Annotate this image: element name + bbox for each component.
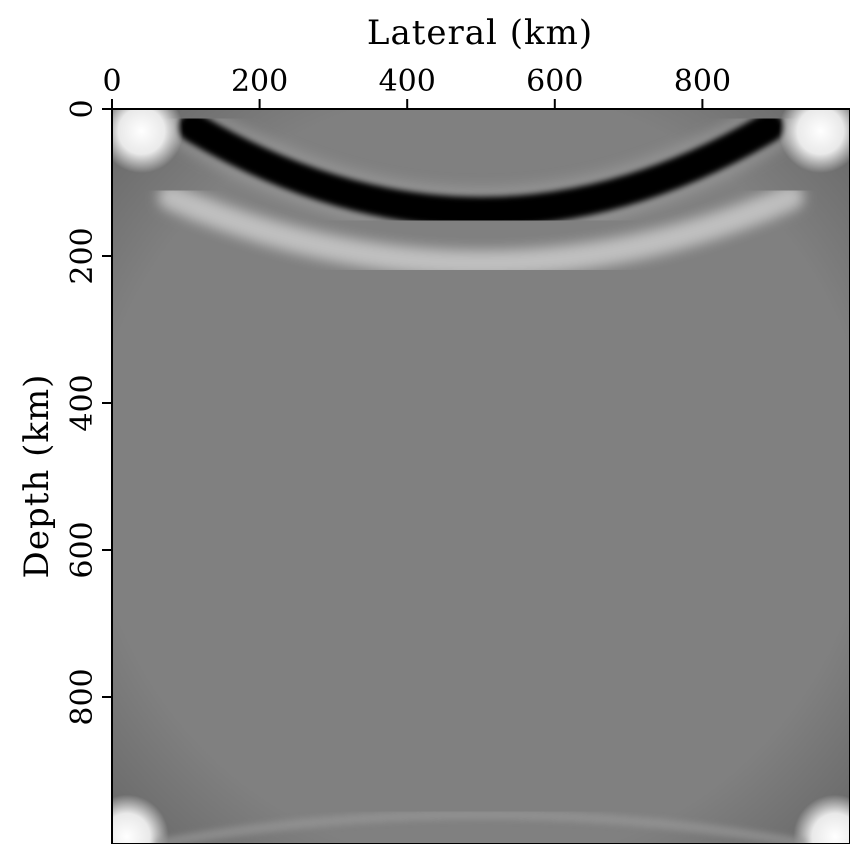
y-tick-label: 800: [65, 668, 100, 725]
y-axis-ticks: 0 200 400 600 800: [65, 99, 112, 726]
dark-wavefront-arc: [178, 112, 784, 227]
x-tick-label: 0: [102, 64, 121, 99]
bright-corner-spot: [778, 109, 850, 174]
x-axis-title: Lateral (km): [367, 13, 593, 53]
bright-corner-spot: [112, 794, 169, 844]
y-tick-label: 0: [65, 99, 100, 118]
faint-bottom-arc: [155, 809, 807, 844]
bright-wavefront-arc: [158, 184, 804, 277]
x-tick-label: 800: [674, 64, 731, 99]
bright-corner-spot: [793, 794, 850, 844]
x-tick-label: 200: [231, 64, 288, 99]
bright-corner-spot: [112, 109, 184, 174]
plot-area: [112, 109, 850, 844]
y-axis-title: Depth (km): [17, 374, 57, 579]
plot-frame: [111, 108, 850, 844]
x-tick-label: 400: [379, 64, 436, 99]
x-axis-ticks: 0 200 400 600 800: [102, 64, 731, 109]
y-tick-label: 200: [65, 227, 100, 284]
y-tick-label: 400: [65, 374, 100, 431]
x-tick-label: 600: [526, 64, 583, 99]
y-tick-label: 600: [65, 521, 100, 578]
